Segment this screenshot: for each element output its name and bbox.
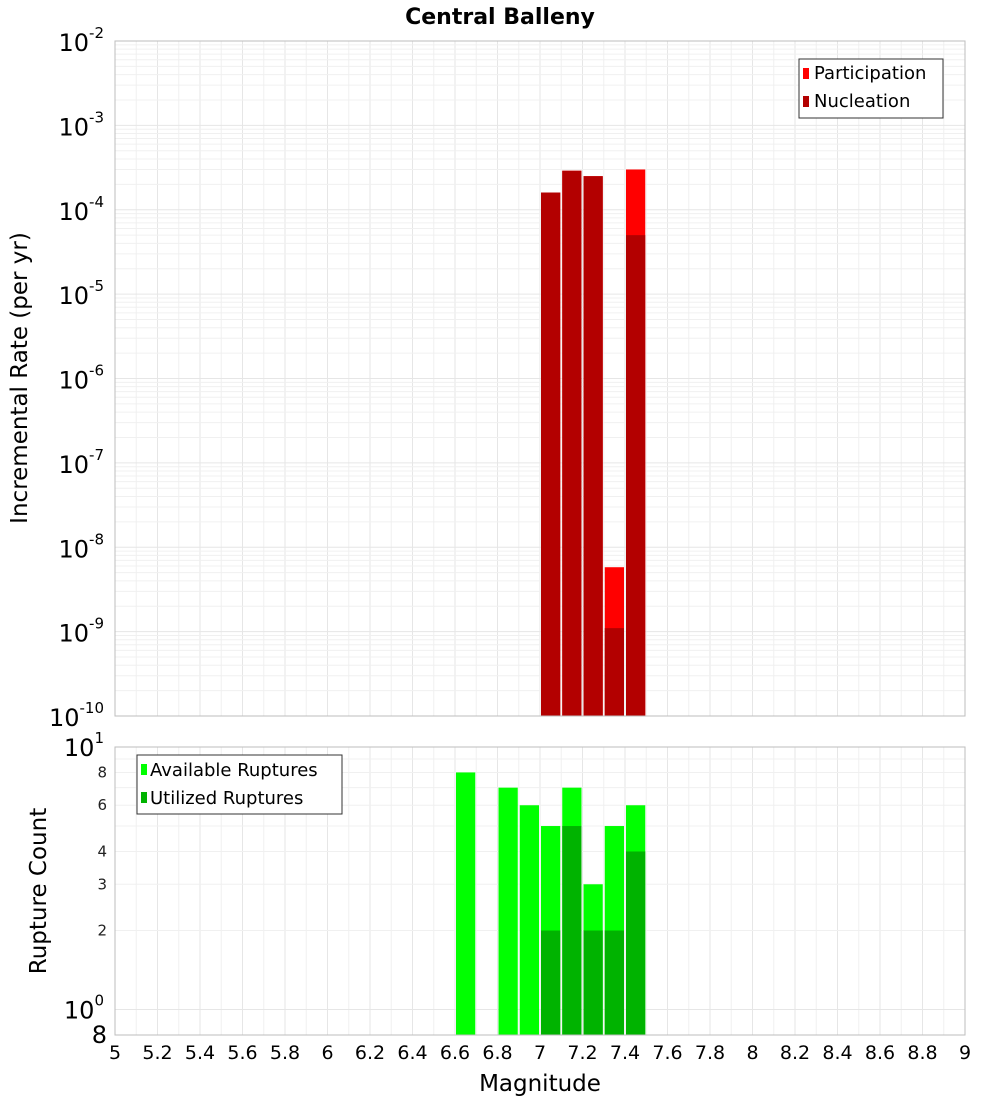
nucleation-legend-swatch: [803, 96, 809, 107]
top-y-tick-labels: 10-2 10-3 10-4 10-5 10-6 10-7 10-8 10-9 10-10: [49, 24, 104, 732]
x-tick-label: 5.2: [142, 1042, 172, 1064]
top-plot-grid: [114, 41, 966, 717]
top-y-tick-label: 10-9: [58, 615, 104, 648]
x-tick-label: 7.6: [652, 1042, 682, 1064]
x-tick-label: 5.8: [270, 1042, 300, 1064]
x-tick-label: 6.6: [440, 1042, 470, 1064]
bottom-y-minor-tick-label: 2: [97, 922, 107, 940]
utilized-ruptures-legend-swatch: [141, 792, 147, 803]
x-tick-label: 8.6: [865, 1042, 895, 1064]
top-y-tick-label: 10-2: [58, 24, 104, 57]
available-ruptures-bar: [519, 805, 539, 1035]
available-ruptures-bar: [498, 787, 518, 1035]
top-y-tick-label: 10-10: [49, 699, 104, 732]
top-plot-frame: [114, 40, 966, 717]
nucleation-bar: [541, 192, 561, 717]
x-tick-label: 5: [109, 1042, 121, 1064]
x-tick-label: 5.6: [227, 1042, 257, 1064]
top-y-tick-label: 10-7: [58, 446, 104, 479]
x-tick-labels: 5 5.2 5.4 5.6 5.8 6 6.2 6.4 6.6 6.8 7 7.2 7.4 7.6 7.8 8…: [109, 1042, 971, 1064]
x-tick-label: 5.4: [185, 1042, 215, 1064]
bottom-y-min-tick-label: 8: [92, 1021, 107, 1049]
utilized-ruptures-legend-label: Utilized Ruptures: [150, 788, 303, 809]
x-tick-label: 6.4: [397, 1042, 427, 1064]
x-tick-label: 7.4: [610, 1042, 640, 1064]
bottom-y-minor-tick-label: 8: [97, 763, 107, 781]
bottom-plot-frame: [114, 746, 966, 1036]
x-tick-label: 9: [959, 1042, 971, 1064]
available-ruptures-legend-label: Available Ruptures: [150, 760, 318, 781]
top-legend-frame: [798, 58, 944, 119]
x-tick-label: 7: [534, 1042, 546, 1064]
bottom-y-minor-tick-label: 6: [97, 796, 107, 814]
nucleation-bar: [604, 628, 624, 716]
participation-legend-swatch: [803, 68, 809, 79]
x-tick-label: 6.8: [482, 1042, 512, 1064]
x-tick-label: 7.2: [567, 1042, 597, 1064]
available-ruptures-bar: [456, 772, 476, 1035]
utilized-ruptures-bar: [541, 930, 561, 1035]
x-tick-label: 8.4: [822, 1042, 852, 1064]
utilized-ruptures-bar: [626, 851, 646, 1035]
top-y-tick-label: 10-6: [58, 362, 104, 395]
nucleation-bar: [562, 170, 582, 716]
bottom-y-tick-label: 100: [64, 992, 104, 1025]
participation-legend-label: Participation: [814, 63, 926, 84]
utilized-ruptures-bar: [604, 930, 624, 1035]
utilized-ruptures-bar: [562, 826, 582, 1035]
bottom-y-axis-label: Rupture Count: [26, 808, 52, 974]
bottom-legend-frame: [136, 754, 343, 815]
nucleation-legend-label: Nucleation: [814, 91, 910, 112]
x-tick-label: 6.2: [355, 1042, 385, 1064]
top-plot-bars: [541, 169, 646, 717]
available-ruptures-legend-swatch: [141, 764, 147, 775]
nucleation-bar: [583, 176, 603, 716]
bottom-y-minor-tick-label: 3: [97, 875, 107, 893]
top-y-axis-label: Incremental Rate (per yr): [7, 232, 33, 524]
x-tick-label: 6: [321, 1042, 333, 1064]
top-y-tick-label: 10-5: [58, 277, 104, 310]
x-tick-label: 8.8: [907, 1042, 937, 1064]
bottom-legend: Available Ruptures Utilized Ruptures: [136, 754, 343, 815]
bottom-y-tick-label: 101: [64, 729, 104, 762]
top-y-tick-label: 10-8: [58, 530, 104, 563]
x-tick-label: 7.8: [695, 1042, 725, 1064]
utilized-ruptures-bar: [583, 930, 603, 1035]
x-axis-label: Magnitude: [479, 1071, 601, 1097]
top-y-tick-label: 10-3: [58, 108, 104, 141]
bottom-y-minor-tick-label: 4: [97, 842, 107, 860]
top-legend: Participation Nucleation: [798, 58, 944, 119]
bottom-plot-bars: [456, 772, 646, 1035]
x-tick-label: 8: [746, 1042, 758, 1064]
chart-title: Central Balleny: [405, 5, 595, 30]
top-y-tick-label: 10-4: [58, 193, 104, 226]
nucleation-bar: [626, 235, 646, 716]
x-tick-label: 8.2: [780, 1042, 810, 1064]
